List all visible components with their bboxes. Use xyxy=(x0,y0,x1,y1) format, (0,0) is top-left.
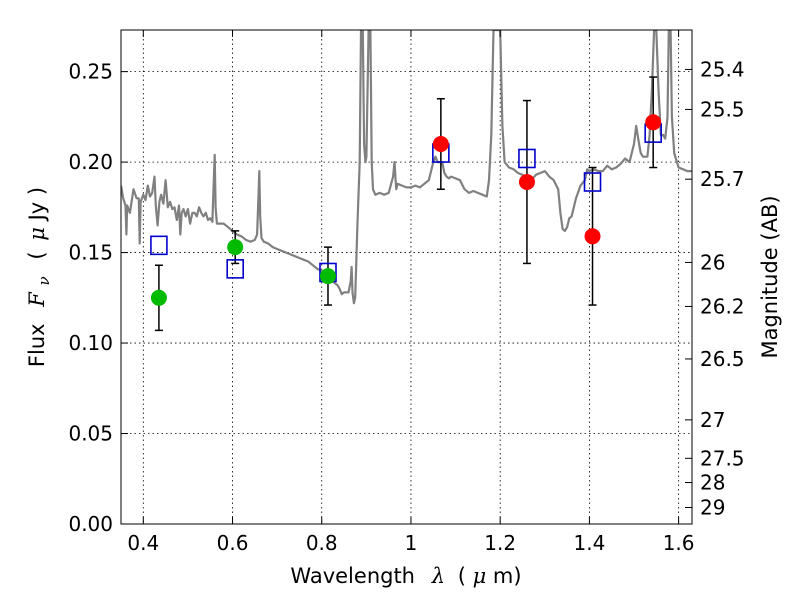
x-tick-label: 1.4 xyxy=(573,531,605,555)
x-axis-label-unit-mu: μ xyxy=(473,564,487,588)
y-axis-label-symbol-sub: ν xyxy=(35,276,53,285)
model-square-marker xyxy=(583,172,602,192)
x-tick-label: 1.6 xyxy=(663,531,695,555)
x-tick-label: 0.4 xyxy=(127,531,159,555)
x-axis-label-unit-open: ( xyxy=(458,564,466,588)
red-data-point xyxy=(518,174,535,190)
y-axis-label-unit-mu: μ xyxy=(25,227,49,241)
error-bars-layer xyxy=(154,76,658,332)
y-tick-label: 0.10 xyxy=(68,331,113,355)
y-axis-label-unit-rest: Jy ) xyxy=(25,187,49,223)
right-tick-label: 28 xyxy=(700,471,725,495)
y-tick-label: 0.15 xyxy=(68,241,113,265)
right-axis-label: Magnitude (AB) xyxy=(758,195,782,358)
right-tick-label: 26 xyxy=(700,250,725,274)
x-axis-label-symbol: λ xyxy=(431,564,445,588)
red-data-point xyxy=(645,114,662,131)
x-tick-label: 0.6 xyxy=(217,531,249,555)
grid-lines xyxy=(121,30,692,525)
right-tick-label: 25.7 xyxy=(700,167,745,191)
x-axis-label-unit-rest: m) xyxy=(493,564,522,588)
x-tick-label: 1 xyxy=(405,531,418,555)
template-spectrum-line xyxy=(121,30,692,305)
right-tick-label: 27.5 xyxy=(700,446,745,470)
y-tick-label: 0.00 xyxy=(68,512,113,536)
green-data-point xyxy=(150,289,167,306)
right-tick-label: 25.5 xyxy=(700,97,745,121)
ticks-layer: 0.4 0.6 0.8 1 1.2 1.4 1.6 0.00 0.05 0.10 0.15 0.20 0… xyxy=(68,30,745,555)
model-square-marker xyxy=(226,259,244,279)
y-tick-label: 0.20 xyxy=(68,150,113,174)
x-tick-label: 0.8 xyxy=(306,531,338,555)
right-tick-label: 29 xyxy=(700,495,725,519)
red-data-point xyxy=(584,228,601,245)
y-axis-label-symbol: F xyxy=(25,291,49,308)
y-axis-label: Flux F ν ( μ Jy ) xyxy=(25,187,54,367)
right-tick-label: 27 xyxy=(700,408,725,432)
green-data-point xyxy=(319,268,336,285)
model-square-marker xyxy=(518,148,536,169)
x-tick-label: 1.2 xyxy=(484,531,516,555)
green-data-point xyxy=(227,239,244,256)
model-square-marker xyxy=(150,235,168,256)
right-tick-label: 26.2 xyxy=(700,294,745,318)
plot-frame xyxy=(120,29,693,525)
x-axis-label-main: Wavelength xyxy=(290,564,415,588)
y-tick-label: 0.05 xyxy=(68,422,113,446)
markers-layer xyxy=(150,114,662,306)
red-data-point xyxy=(432,136,449,152)
y-axis-label-unit-open: ( xyxy=(25,251,49,259)
right-tick-label: 26.5 xyxy=(700,347,745,371)
x-axis-label: Wavelength λ ( μ m) xyxy=(290,564,521,588)
y-tick-label: 0.25 xyxy=(68,60,113,84)
y-axis-label-main: Flux xyxy=(25,323,49,367)
template-spectrum-layer xyxy=(121,30,692,305)
right-tick-label: 25.4 xyxy=(700,57,745,81)
